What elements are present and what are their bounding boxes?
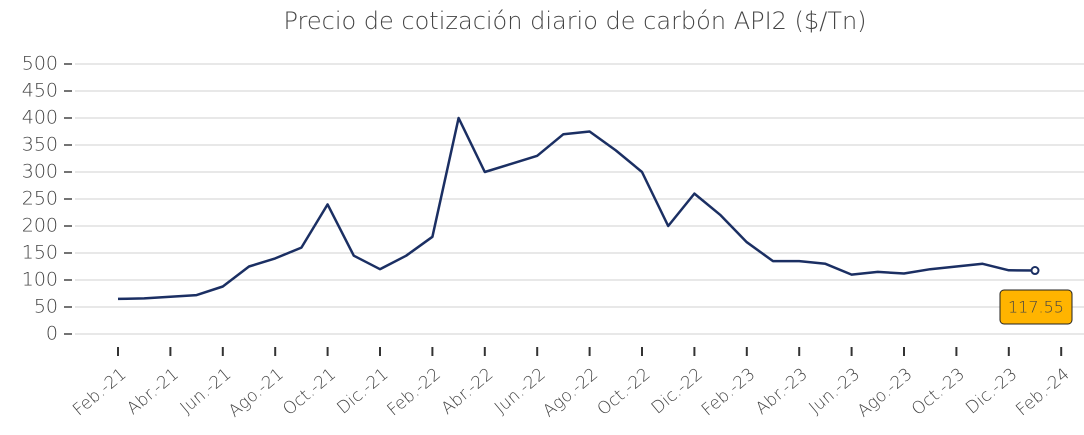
x-tick-label: Oct.-21 xyxy=(279,364,340,420)
y-tick-label: 300 xyxy=(22,161,58,183)
x-tick-label: Feb.-23 xyxy=(698,364,759,420)
y-tick-label: 350 xyxy=(22,134,58,156)
x-tick-label: Feb.-21 xyxy=(69,364,130,420)
last-value-label: 117.55 xyxy=(1008,298,1064,317)
x-tick-label: Feb.-24 xyxy=(1012,364,1073,420)
x-tick-label: Oct.-23 xyxy=(908,364,969,420)
x-tick-label: Jun.-23 xyxy=(805,364,864,418)
y-tick-label: 500 xyxy=(22,53,58,75)
y-tick-label: 400 xyxy=(22,107,58,129)
y-tick-label: 50 xyxy=(34,296,58,318)
x-tick-label: Dic.-22 xyxy=(648,364,707,418)
y-tick-label: 150 xyxy=(22,242,58,264)
y-tick-label: 0 xyxy=(46,323,58,345)
x-tick-label: Ago.-21 xyxy=(225,364,288,421)
y-tick-label: 100 xyxy=(22,269,58,291)
x-tick-label: Abr.-22 xyxy=(438,364,498,419)
x-tick-label: Abr.-21 xyxy=(123,364,183,419)
x-tick-label: Feb.-22 xyxy=(383,364,444,420)
y-tick-label: 450 xyxy=(22,80,58,102)
x-tick-label: Oct.-22 xyxy=(594,364,655,420)
last-point xyxy=(1030,266,1040,276)
x-tick-label: Dic.-23 xyxy=(962,364,1021,418)
chart-title: Precio de cotización diario de carbón AP… xyxy=(283,7,866,35)
x-tick-label: Dic.-21 xyxy=(333,364,392,418)
x-tick-label: Jun.-21 xyxy=(177,364,236,418)
x-tick-label: Abr.-23 xyxy=(752,364,812,419)
x-tick-label: Ago.-22 xyxy=(539,364,602,421)
last-value-box xyxy=(999,289,1073,325)
y-tick-label: 250 xyxy=(22,188,58,210)
x-tick-label: Ago.-23 xyxy=(854,364,917,421)
series-line xyxy=(117,116,1036,301)
y-tick-label: 200 xyxy=(22,215,58,237)
x-tick-label: Jun.-22 xyxy=(491,364,550,418)
